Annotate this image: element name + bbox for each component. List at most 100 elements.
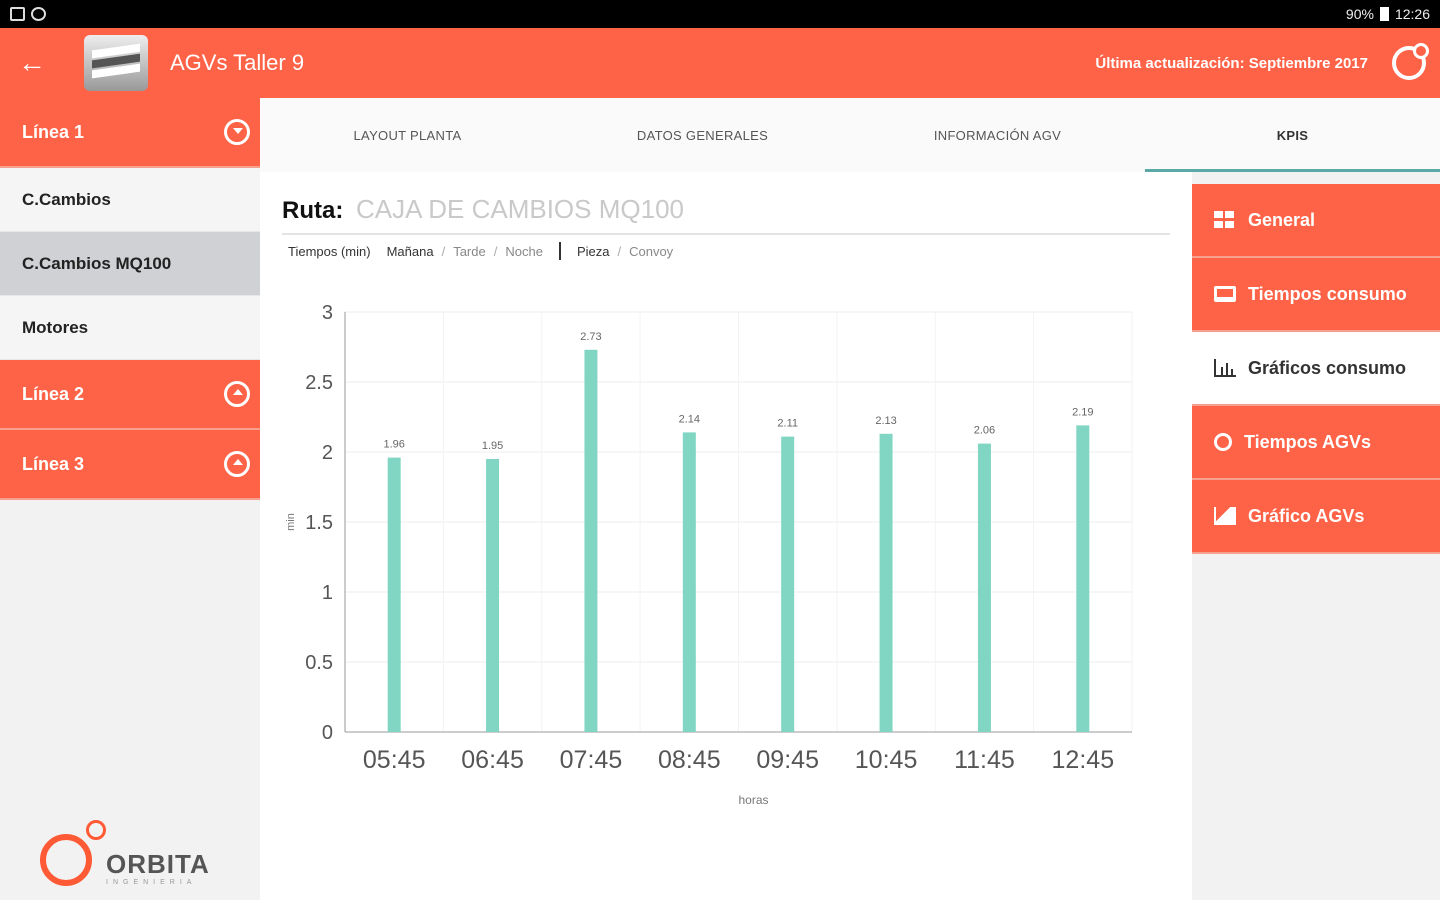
- chart-bar: [486, 459, 500, 732]
- chart-data-label: 2.13: [875, 415, 896, 427]
- route-value: CAJA DE CAMBIOS MQ100: [356, 194, 684, 224]
- chart-data-label: 2.19: [1072, 406, 1093, 418]
- kpi-menu-tiempos-agvs-label: Tiempos AGVs: [1244, 431, 1372, 452]
- filter-convoy[interactable]: Convoy: [629, 243, 674, 259]
- sidebar-item-ccambios[interactable]: C.Cambios: [0, 168, 260, 232]
- chart-bar: [387, 457, 401, 732]
- chart-xtick-label: 11:45: [954, 746, 1015, 774]
- chart-bar: [1076, 425, 1090, 732]
- chart-xtick-label: 05:45: [363, 746, 426, 774]
- status-bar: 90% 12:26: [0, 0, 1440, 28]
- chart-ytick-label: 1: [322, 582, 333, 604]
- grid-icon: [1214, 211, 1236, 229]
- chart-data-label: 1.95: [482, 440, 503, 452]
- area-chart-icon: [1214, 507, 1236, 525]
- sidebar-line-3[interactable]: Línea 3: [0, 430, 260, 500]
- kpi-menu-tiempos-consumo[interactable]: Tiempos consumo: [1192, 258, 1440, 332]
- chevron-down-icon: [224, 119, 250, 145]
- battery-icon: [1379, 7, 1389, 21]
- kpi-menu: General Tiempos consumo Gráficos consumo…: [1192, 184, 1440, 554]
- chart-ytick-label: 2: [322, 442, 333, 464]
- chart-ylabel: min: [285, 513, 297, 531]
- kpi-menu-graficos-consumo-label: Gráficos consumo: [1248, 357, 1407, 378]
- orbita-brand-sub: INGENIERIA: [106, 879, 197, 886]
- refresh-icon[interactable]: [1392, 43, 1429, 80]
- gallery-icon: [10, 7, 25, 21]
- chart-ytick-label: 3: [322, 302, 333, 324]
- chart-bar: [977, 443, 991, 732]
- orbita-brand: ORBITA: [106, 849, 210, 879]
- chart-xtick-label: 10:45: [855, 746, 918, 774]
- right-menu-background: [1192, 552, 1440, 900]
- app-title: AGVs Taller 9: [170, 50, 305, 75]
- sidebar-line-3-label: Línea 3: [22, 453, 85, 474]
- sidebar: Línea 1 C.Cambios C.Cambios MQ100 Motore…: [0, 98, 260, 900]
- sidebar-item-ccambios-mq100[interactable]: C.Cambios MQ100: [0, 232, 260, 296]
- chart-xtick-label: 12:45: [1052, 746, 1115, 774]
- seat-logo: [84, 35, 148, 91]
- filter-tarde[interactable]: Tarde: [453, 243, 486, 259]
- clock: 12:26: [1394, 6, 1430, 22]
- tab-layout-planta[interactable]: LAYOUT PLANTA: [353, 127, 462, 143]
- route-label: Ruta:: [282, 197, 344, 224]
- chart-data-label: 2.11: [777, 418, 798, 430]
- chart-ytick-label: 0: [322, 722, 333, 744]
- last-update-text: Última actualización: Septiembre 2017: [1095, 54, 1368, 72]
- clock-icon: [1214, 433, 1232, 451]
- chart-ytick-label: 2.5: [305, 372, 333, 394]
- app-bar: ← AGVs Taller 9 Última actualización: Se…: [0, 28, 1440, 98]
- filter-bar: Tiempos (min) Mañana / Tarde / Noche Pie…: [288, 242, 673, 260]
- sidebar-line-2[interactable]: Línea 2: [0, 360, 260, 430]
- kpi-menu-general-label: General: [1248, 209, 1316, 230]
- sidebar-item-motores[interactable]: Motores: [0, 296, 260, 360]
- kpi-menu-grafico-agvs-label: Gráfico AGVs: [1248, 505, 1365, 526]
- chart-bar: [879, 433, 893, 732]
- kpi-menu-tiempos-consumo-label: Tiempos consumo: [1248, 283, 1407, 304]
- filter-pieza[interactable]: Pieza: [576, 243, 610, 259]
- chart-xtick-label: 06:45: [461, 746, 524, 774]
- chart-bar: [781, 436, 795, 732]
- tab-kpis[interactable]: KPIS: [1145, 98, 1440, 172]
- filter-manana[interactable]: Mañana: [386, 243, 434, 259]
- chart-xlabel: horas: [738, 793, 768, 807]
- orbita-logo: ORBITA INGENIERIA: [40, 820, 210, 886]
- chart-data-label: 2.06: [974, 425, 995, 437]
- chart-bar: [584, 349, 598, 732]
- filter-tiempos: Tiempos (min): [288, 243, 371, 259]
- orbita-ring-icon: [40, 820, 106, 886]
- main-panel: Ruta: CAJA DE CAMBIOS MQ100 Tiempos (min…: [260, 172, 1192, 900]
- chart-xtick-label: 08:45: [658, 746, 721, 774]
- battery-level: 90%: [1345, 6, 1374, 22]
- kpi-menu-grafico-agvs[interactable]: Gráfico AGVs: [1192, 480, 1440, 554]
- chart-data-label: 2.73: [580, 331, 601, 343]
- filter-separator: /: [617, 243, 622, 259]
- chart-data-label: 1.96: [383, 439, 404, 451]
- kpi-menu-tiempos-agvs[interactable]: Tiempos AGVs: [1192, 406, 1440, 480]
- bar-chart-icon: [1214, 359, 1236, 377]
- filter-divider: [558, 242, 561, 260]
- sidebar-line-2-label: Línea 2: [22, 383, 85, 404]
- monitor-icon: [1214, 286, 1236, 302]
- filter-separator: /: [493, 243, 498, 259]
- chevron-up-icon: [224, 451, 250, 477]
- kpi-menu-general[interactable]: General: [1192, 184, 1440, 258]
- chart-bar: [682, 432, 696, 732]
- chevron-up-icon: [224, 381, 250, 407]
- notification-icon: [31, 7, 46, 21]
- chart-xtick-label: 07:45: [560, 746, 623, 774]
- chart-xtick-label: 09:45: [756, 746, 819, 774]
- route-header: Ruta: CAJA DE CAMBIOS MQ100: [282, 194, 1170, 235]
- filter-noche[interactable]: Noche: [505, 243, 543, 259]
- chart-ytick-label: 1.5: [305, 512, 333, 534]
- sidebar-line-1-label: Línea 1: [22, 121, 85, 142]
- sidebar-line-1[interactable]: Línea 1: [0, 98, 260, 168]
- kpi-menu-graficos-consumo[interactable]: Gráficos consumo: [1192, 332, 1440, 406]
- tab-datos-generales[interactable]: DATOS GENERALES: [636, 127, 769, 143]
- tab-informacion-agv[interactable]: INFORMACIÓN AGV: [933, 127, 1062, 143]
- back-arrow-icon[interactable]: ←: [18, 47, 46, 78]
- tab-bar: LAYOUT PLANTA DATOS GENERALES INFORMACIÓ…: [260, 98, 1440, 172]
- chart-ytick-label: 0.5: [305, 652, 333, 674]
- filter-separator: /: [441, 243, 446, 259]
- chart-data-label: 2.14: [679, 413, 700, 425]
- consumption-bar-chart: 0 0.5 1 1.5 2 2.5 3 1.96 05:45 1.95 06:45 2.73 07:45…: [285, 302, 1133, 807]
